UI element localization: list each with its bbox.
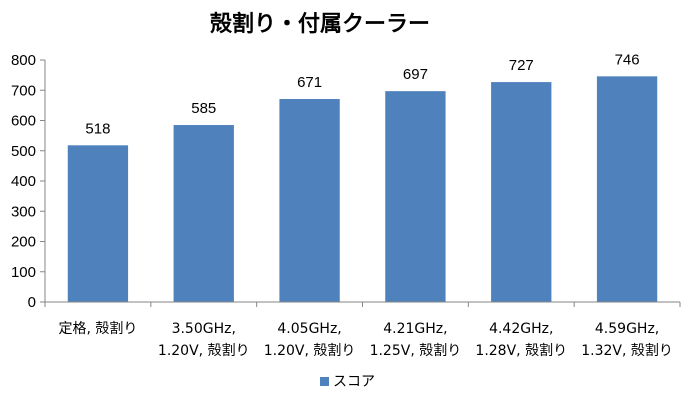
y-tick-label: 0 <box>28 294 36 311</box>
x-tick-label: 4.42GHz, <box>489 321 553 337</box>
x-tick-label: 4.59GHz, <box>595 321 659 337</box>
chart-title: 殻割り・付属クーラー <box>210 11 430 37</box>
y-tick-label: 300 <box>11 203 36 220</box>
x-tick-label: 1.20V, 殻割り <box>158 342 250 359</box>
legend: スコア <box>320 374 375 390</box>
x-tick-label: 1.25V, 殻割り <box>370 342 462 359</box>
bar-value-label: 518 <box>85 120 110 137</box>
y-tick-label: 500 <box>11 143 36 160</box>
y-tick-label: 400 <box>11 173 36 190</box>
x-tick-label: 1.20V, 殻割り <box>264 342 356 359</box>
bar <box>385 91 446 302</box>
y-tick-label: 700 <box>11 82 36 99</box>
x-tick-label: 3.50GHz, <box>172 321 236 337</box>
x-tick-label: 4.21GHz, <box>383 321 447 337</box>
legend-swatch <box>320 377 329 386</box>
y-tick-label: 100 <box>11 264 36 281</box>
bar <box>67 145 129 302</box>
x-tick-label: 定格, 殻割り <box>58 320 137 337</box>
bar-value-label: 697 <box>403 66 428 83</box>
y-axis: 0 100 200 300 400 500 600 700 800 <box>11 52 46 311</box>
x-axis: 定格, 殻割り 3.50GHz, 1.20V, 殻割り 4.05GHz, 1.20V, … <box>44 301 681 359</box>
y-tick-label: 200 <box>11 234 36 251</box>
x-tick-label: 1.32V, 殻割り <box>581 342 673 359</box>
bar <box>279 99 340 303</box>
bar-value-label: 671 <box>297 74 322 91</box>
bar <box>491 82 552 303</box>
bar <box>596 76 658 303</box>
x-tick-label: 1.28V, 殻割り <box>475 342 567 359</box>
y-tick-label: 600 <box>11 113 36 130</box>
bar-value-label: 585 <box>191 100 216 117</box>
x-tick-label: 4.05GHz, <box>277 321 341 337</box>
bars: 518 585 671 697 727 746 <box>67 51 658 303</box>
bar <box>173 125 234 302</box>
y-tick-label: 800 <box>11 52 36 69</box>
bar-value-label: 746 <box>615 51 640 68</box>
legend-label: スコア <box>333 374 375 390</box>
bar-value-label: 727 <box>509 57 534 74</box>
